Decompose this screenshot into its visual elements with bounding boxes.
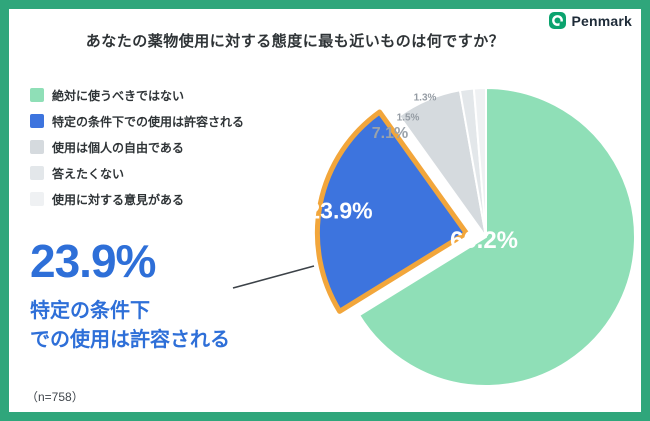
callout-text-line2: での使用は許容される: [30, 329, 230, 351]
legend-label: 答えたくない: [52, 166, 125, 181]
pie-slice-0: [357, 86, 636, 387]
pie-slice-label-lightest: 1.3%: [413, 92, 437, 104]
legend-item: 答えたくない: [30, 166, 244, 181]
penmark-logo: Penmark: [549, 12, 632, 29]
legend-swatch: [30, 88, 44, 102]
pie-slice-label-blue: 23.9%: [307, 197, 373, 224]
penmark-logo-text: Penmark: [571, 12, 632, 29]
legend-item: 特定の条件下での使用は許容される: [30, 114, 245, 129]
pie-slice-4: [472, 86, 487, 238]
pie-slice-label-gray: 7.1%: [371, 125, 409, 142]
legend-label: 使用は個人の自由である: [52, 140, 184, 155]
pie-slice-label-lightgray: 1.5%: [396, 112, 420, 124]
legend-label: 絶対に使うべきではない: [52, 88, 185, 103]
legend-item: 使用は個人の自由である: [30, 140, 244, 155]
legend-swatch: [30, 140, 44, 154]
legend-item: 絶対に使うべきではない: [30, 88, 244, 103]
legend-swatch: [30, 166, 44, 180]
legend-item: 使用に対する意見がある: [30, 192, 244, 207]
legend-label: 特定の条件下での使用は許容される: [52, 114, 245, 129]
chart-title: あなたの薬物使用に対する態度に最も近いものは何ですか？: [85, 33, 505, 50]
callout-percent: 23.9%: [30, 235, 156, 287]
callout-text-line1: 特定の条件下: [30, 300, 150, 322]
legend-swatch: [30, 114, 44, 128]
legend-label: 使用に対する意見がある: [52, 192, 185, 207]
sample-size-note: （n=758）: [26, 390, 84, 404]
legend-swatch: [30, 192, 44, 206]
pie-slice-1: [314, 109, 469, 314]
penmark-logo-icon: [549, 12, 567, 29]
chart-legend: 絶対に使うべきではない 特定の条件下での使用は許容される 使用は個人の自由である…: [30, 88, 244, 218]
pie-slice-label-green: 66.2%: [449, 227, 519, 254]
callout-connector-line: [232, 265, 315, 289]
highlight-callout: 23.9% 特定の条件下 での使用は許容される: [30, 238, 230, 355]
